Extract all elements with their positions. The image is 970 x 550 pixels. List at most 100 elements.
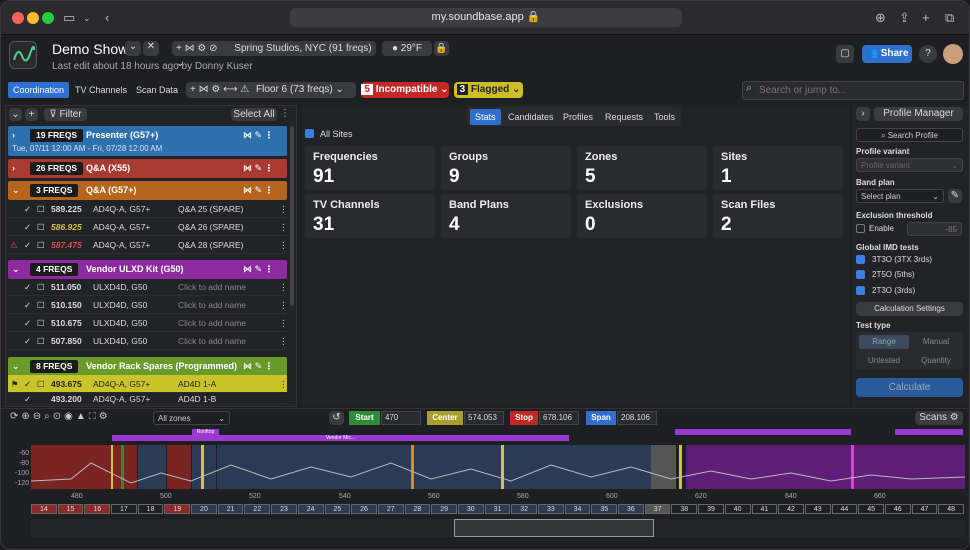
chevron-down-icon[interactable]: ⌄ bbox=[12, 361, 20, 371]
channel-name[interactable]: Click to add name bbox=[178, 336, 247, 346]
add-icon[interactable]: + bbox=[25, 108, 38, 121]
tv-channel-14[interactable]: 14 bbox=[31, 504, 57, 514]
more-icon[interactable]: ⋮ bbox=[279, 379, 288, 389]
chevron-right-icon[interactable]: › bbox=[856, 107, 870, 121]
tv-channel-48[interactable]: 48 bbox=[938, 504, 964, 514]
soundbase-logo[interactable] bbox=[9, 41, 37, 69]
tv-channel-21[interactable]: 21 bbox=[217, 504, 244, 514]
row-checkbox[interactable]: ☐ bbox=[37, 204, 45, 214]
reset-icon[interactable]: ↺ bbox=[329, 411, 344, 425]
venue-selector[interactable]: + ⋈ ⚙ ⊘ Spring Studios, NYC (91 freqs) ⌄ bbox=[172, 41, 376, 69]
row-checkbox[interactable]: ☐ bbox=[37, 222, 45, 232]
spectrum-tools[interactable]: ⟳⊕⊖⌕⊙◉▲⛶⚙ bbox=[10, 411, 111, 422]
more-icon[interactable]: ⋮ bbox=[279, 240, 288, 250]
channel-name[interactable]: Q&A 25 (SPARE) bbox=[178, 204, 244, 214]
tab-coordination[interactable]: Coordination bbox=[8, 82, 70, 98]
zones-select[interactable]: All zones ⌄ bbox=[153, 411, 230, 425]
tab-tv-channels[interactable]: TV Channels bbox=[75, 85, 128, 95]
more-icon[interactable]: ⋮ bbox=[280, 108, 290, 119]
more-icon[interactable]: ⋮ bbox=[279, 282, 288, 292]
freq-row[interactable]: ✓ ☐ 507.850 ULXD4D, G50 Click to add name ⋮ bbox=[8, 332, 288, 350]
spectrum-plot[interactable] bbox=[31, 443, 965, 491]
chevron-down-icon[interactable]: ⌄ bbox=[12, 264, 20, 274]
sidebar-icon[interactable]: ▭ bbox=[63, 10, 76, 25]
channel-name[interactable]: Click to add name bbox=[178, 282, 247, 292]
lock-icon[interactable]: 🔒 bbox=[434, 41, 449, 56]
more-icon[interactable]: ⋮ bbox=[279, 318, 288, 328]
channel-name[interactable]: AD4D 1-B bbox=[178, 394, 217, 404]
chevron-right-icon[interactable]: › bbox=[12, 163, 15, 173]
tv-channel-27[interactable]: 27 bbox=[377, 504, 404, 514]
tv-channel-28[interactable]: 28 bbox=[404, 504, 431, 514]
tv-channel-47[interactable]: 47 bbox=[911, 504, 938, 514]
tv-channel-40[interactable]: 40 bbox=[724, 504, 751, 514]
zone-bar-abc[interactable] bbox=[895, 429, 963, 435]
freq-row[interactable]: ⚠ ✓ ☐ 587.475 AD4Q-A, G57+ Q&A 28 (SPARE) ⋮ bbox=[8, 236, 288, 254]
group-vendor-ulxd[interactable]: ⌄ 4 FREQS Vendor ULXD Kit (G50) ⋈ ✎ ⋮ bbox=[8, 260, 287, 279]
more-icon[interactable]: ⋮ bbox=[279, 336, 288, 346]
scrollbar[interactable] bbox=[290, 126, 294, 306]
tv-channel-20[interactable]: 20 bbox=[191, 504, 217, 514]
rooftop-zone[interactable]: Rooftop bbox=[192, 429, 219, 435]
group-actions[interactable]: ⋈ ✎ ⋮ bbox=[243, 163, 274, 173]
test-type-quantity[interactable]: Quantity bbox=[921, 356, 951, 365]
channel-name[interactable]: Q&A 26 (SPARE) bbox=[178, 222, 244, 232]
tv-channel-15[interactable]: 15 bbox=[57, 504, 84, 514]
tv-channel-30[interactable]: 30 bbox=[457, 504, 484, 514]
center-input[interactable]: 574.053 bbox=[464, 411, 504, 425]
tv-channel-24[interactable]: 24 bbox=[297, 504, 324, 514]
flagged-filter[interactable]: 3 Flagged ⌄ bbox=[454, 82, 523, 98]
freq-row[interactable]: ✓ 493.200 AD4Q-A, G57+ AD4D 1-B bbox=[8, 393, 287, 405]
more-icon[interactable]: ⋮ bbox=[279, 204, 288, 214]
share-icon[interactable]: ⋈ ✎ ⋮ bbox=[243, 130, 274, 140]
channel-name[interactable]: Q&A 28 (SPARE) bbox=[178, 240, 244, 250]
tv-channel-34[interactable]: 34 bbox=[564, 504, 591, 514]
tv-channel-33[interactable]: 33 bbox=[538, 504, 564, 514]
tv-channel-41[interactable]: 41 bbox=[751, 504, 778, 514]
tv-channel-44[interactable]: 44 bbox=[831, 504, 858, 514]
share-icon[interactable]: ⇪ bbox=[899, 10, 910, 25]
tv-channel-17[interactable]: 17 bbox=[111, 504, 137, 514]
imd-checkbox-3t3o[interactable] bbox=[856, 255, 865, 264]
profile-manager-button[interactable]: Profile Manager bbox=[874, 107, 963, 121]
new-tab-icon[interactable]: + bbox=[922, 10, 930, 25]
tab-profiles[interactable]: Profiles bbox=[563, 112, 594, 122]
group-actions[interactable]: ⋈ ✎ ⋮ bbox=[243, 361, 274, 371]
back-icon[interactable]: ‹ bbox=[105, 10, 110, 25]
row-checkbox[interactable]: ☐ bbox=[37, 379, 45, 389]
tv-channel-19[interactable]: 19 bbox=[164, 504, 191, 514]
group-qa-g57[interactable]: ⌄ 3 FREQS Q&A (G57+) ⋈ ✎ ⋮ bbox=[8, 181, 287, 200]
edit-icon[interactable]: ✎ bbox=[948, 189, 962, 203]
freq-row-selected[interactable]: ⚑ ✓ ☐ 493.675 AD4Q-A, G57+ AD4D 1-A ⋮ bbox=[8, 375, 288, 393]
tv-channel-29[interactable]: 29 bbox=[431, 504, 457, 514]
overview-bar[interactable] bbox=[31, 519, 965, 537]
calculation-settings-button[interactable]: Calculation Settings bbox=[856, 302, 963, 316]
chevron-right-icon[interactable]: › bbox=[12, 130, 15, 140]
tv-channel-22[interactable]: 22 bbox=[244, 504, 271, 514]
search-profile-button[interactable]: ⌕ Search Profile bbox=[856, 128, 963, 142]
more-icon[interactable]: ⋮ bbox=[279, 300, 288, 310]
start-input[interactable]: 470 bbox=[381, 411, 421, 425]
tv-channel-16[interactable]: 16 bbox=[84, 504, 111, 514]
help-icon[interactable]: ? bbox=[919, 45, 937, 63]
test-type-range[interactable]: Range bbox=[859, 335, 909, 349]
row-checkbox[interactable]: ☐ bbox=[37, 240, 45, 250]
channel-name[interactable]: AD4D 1-A bbox=[178, 379, 217, 389]
zone-bar-abcdefg[interactable] bbox=[675, 429, 851, 435]
freq-row[interactable]: ✓ ☐ 511.050 ULXD4D, G50 Click to add name ⋮ bbox=[8, 278, 288, 296]
group-vendor-rack[interactable]: ⌄ 8 FREQS Vendor Rack Spares (Programmed… bbox=[8, 357, 287, 376]
profile-variant-select[interactable]: Profile variant ⌄ bbox=[856, 158, 963, 172]
freq-row[interactable]: ✓ ☐ 510.150 ULXD4D, G50 Click to add name ⋮ bbox=[8, 296, 288, 314]
tv-channel-26[interactable]: 26 bbox=[351, 504, 377, 514]
collapse-all-icon[interactable]: ⌄ bbox=[9, 108, 22, 121]
group-qa-x55[interactable]: › 26 FREQS Q&A (X55) ⋈ ✎ ⋮ bbox=[8, 159, 287, 178]
share-button[interactable]: 👥 Share bbox=[862, 45, 912, 63]
tv-channel-25[interactable]: 25 bbox=[324, 504, 351, 514]
overview-window[interactable] bbox=[454, 519, 654, 537]
enable-checkbox[interactable] bbox=[856, 224, 865, 233]
group-presenter[interactable]: › 19 FREQS Presenter (G57+) Tue, 07/11 1… bbox=[8, 126, 287, 156]
imd-checkbox-2t3o[interactable] bbox=[856, 286, 865, 295]
tv-channel-32[interactable]: 32 bbox=[511, 504, 537, 514]
channel-name[interactable]: Click to add name bbox=[178, 300, 247, 310]
filter-button[interactable]: ⊽ Filter bbox=[44, 108, 87, 121]
